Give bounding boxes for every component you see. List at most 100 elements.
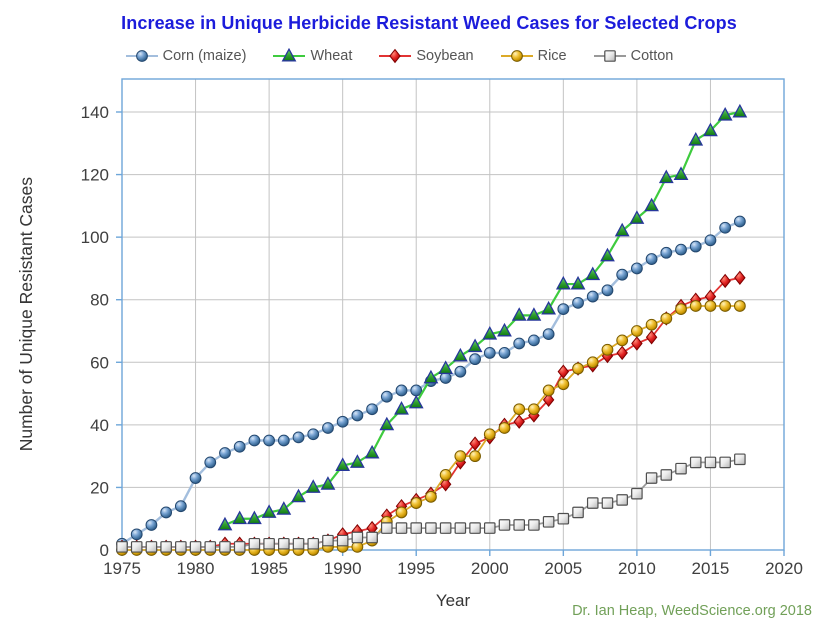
data-point-soybean	[719, 273, 731, 289]
data-point-cotton	[704, 456, 717, 469]
data-point-cotton	[233, 541, 246, 553]
data-point-cotton	[145, 541, 158, 553]
data-point-cotton	[572, 506, 584, 519]
data-point-wheat	[247, 510, 262, 525]
data-point-corn	[454, 365, 467, 378]
data-point-cotton	[263, 537, 275, 550]
data-point-wheat	[570, 275, 586, 290]
data-point-corn	[277, 434, 290, 447]
data-point-corn	[439, 372, 452, 384]
data-point-cotton	[248, 537, 261, 550]
data-point-rice	[645, 318, 658, 331]
data-point-corn	[586, 290, 599, 303]
data-point-wheat	[305, 479, 321, 493]
data-point-rice	[513, 403, 526, 416]
data-point-wheat	[526, 307, 542, 321]
data-point-corn	[542, 328, 555, 341]
y-tick-label: 120	[81, 166, 109, 185]
data-point-rice	[660, 312, 673, 325]
x-tick-label: 2010	[618, 559, 656, 578]
data-point-cotton	[292, 537, 305, 550]
data-point-wheat	[282, 48, 297, 62]
data-point-wheat	[541, 300, 557, 315]
legend-marker-corn-icon	[125, 50, 158, 62]
data-point-corn	[233, 440, 246, 453]
data-point-wheat	[688, 131, 704, 146]
x-tick-label: 2015	[692, 559, 730, 578]
data-point-wheat	[394, 401, 409, 415]
y-tick-label: 0	[100, 541, 109, 560]
data-point-corn	[469, 353, 481, 366]
y-axis-title: Number of Unique Resistant Cases	[16, 177, 36, 452]
data-point-soybean	[439, 477, 452, 492]
legend-item-wheat: Wheat	[272, 48, 352, 64]
series-rice	[116, 300, 746, 556]
data-point-cotton	[351, 531, 364, 544]
data-point-soybean	[734, 270, 746, 286]
y-tick-label: 60	[90, 353, 109, 372]
data-point-cotton	[204, 541, 217, 553]
data-point-soybean	[389, 48, 402, 64]
data-point-wheat	[717, 106, 733, 121]
x-tick-label: 1990	[324, 559, 362, 578]
data-point-corn	[160, 506, 173, 519]
data-point-corn	[174, 500, 187, 513]
legend-marker-cotton-icon	[593, 50, 626, 62]
data-point-cotton	[116, 541, 128, 553]
data-point-cotton	[483, 522, 496, 534]
data-point-corn	[733, 215, 746, 228]
x-tick-label: 1985	[250, 559, 288, 578]
series-corn	[116, 215, 746, 550]
data-point-corn	[616, 268, 629, 281]
y-tick-label: 40	[90, 416, 109, 435]
data-point-wheat	[732, 103, 748, 118]
data-point-cotton	[130, 541, 143, 553]
data-point-cotton	[160, 541, 172, 553]
legend-label: Wheat	[310, 48, 353, 64]
data-point-wheat	[511, 307, 527, 321]
legend-label: Soybean	[416, 48, 474, 64]
data-point-cotton	[395, 522, 408, 534]
legend-label: Rice	[537, 48, 567, 64]
x-tick-label: 2020	[765, 559, 803, 578]
legend-label: Corn (maize)	[162, 48, 247, 64]
series-line-rice	[122, 305, 740, 551]
data-point-cotton	[410, 522, 423, 534]
data-point-cotton	[586, 497, 599, 509]
data-point-soybean	[631, 336, 643, 351]
legend-item-cotton: Cotton	[593, 48, 673, 64]
data-point-soybean	[469, 436, 481, 451]
data-point-rice	[528, 403, 540, 416]
data-point-rice	[557, 378, 570, 391]
series-cotton	[116, 453, 746, 553]
data-point-cotton	[175, 541, 187, 553]
data-point-soybean	[645, 330, 658, 345]
data-point-rice	[454, 450, 467, 463]
data-point-corn	[135, 50, 148, 62]
data-point-wheat	[497, 322, 512, 337]
legend-item-corn: Corn (maize)	[125, 48, 247, 64]
data-point-rice	[498, 422, 511, 434]
data-point-corn	[572, 296, 584, 309]
x-tick-labels: 1975 1980 1985 1990 1995 2000 2005 2010 2015 2020	[103, 559, 803, 578]
data-point-rice	[395, 506, 408, 519]
series-wheat	[217, 103, 748, 531]
legend-item-rice: Rice	[500, 48, 567, 64]
data-point-cotton	[557, 512, 570, 525]
data-point-cotton	[366, 531, 378, 544]
data-point-wheat	[217, 516, 233, 531]
data-point-corn	[630, 262, 643, 275]
data-point-rice	[410, 497, 423, 509]
data-point-wheat	[379, 416, 395, 431]
data-point-corn	[189, 472, 202, 484]
data-point-cotton	[498, 519, 511, 531]
series-soybean	[116, 270, 746, 555]
data-point-wheat	[335, 457, 351, 471]
data-point-wheat	[232, 510, 248, 525]
data-point-corn	[601, 284, 614, 297]
y-tick-label: 80	[90, 291, 109, 310]
data-point-cotton	[675, 462, 687, 475]
data-point-corn	[336, 415, 349, 428]
data-point-corn	[483, 346, 496, 359]
